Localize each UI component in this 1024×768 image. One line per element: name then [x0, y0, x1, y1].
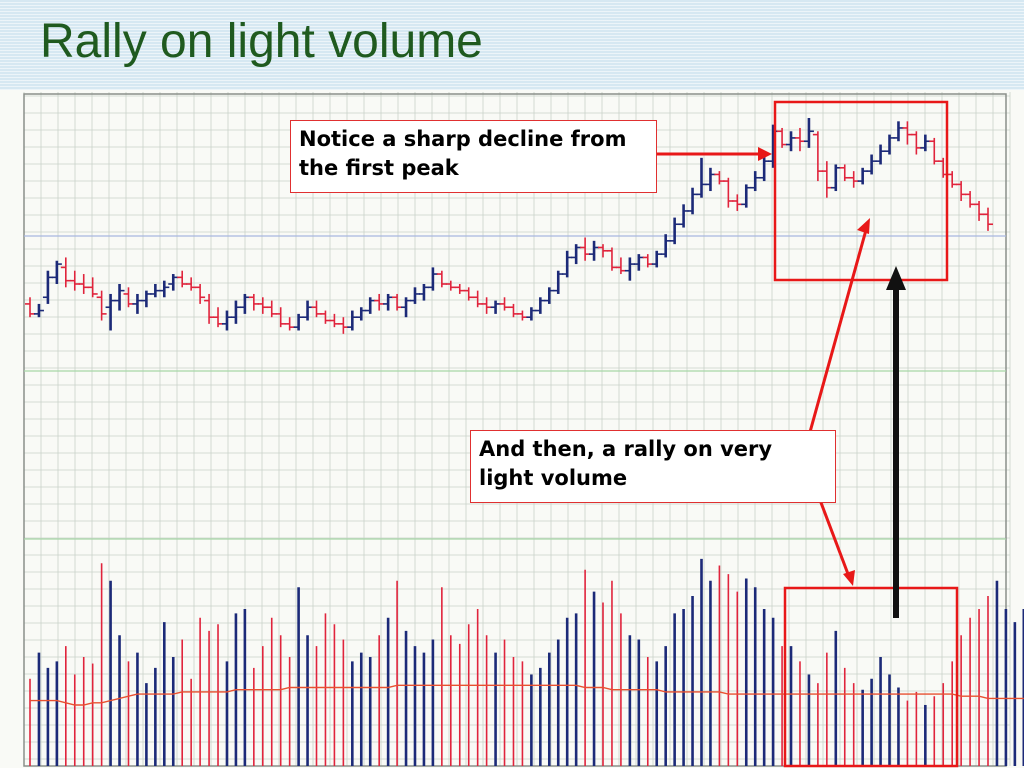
price-bar — [114, 284, 125, 311]
volume-highlight-box — [783, 586, 959, 768]
rally-callout: And then, a rally on very light volume — [470, 430, 836, 503]
rally-pointer-arrow-down — [818, 499, 850, 575]
price-bar — [983, 207, 993, 231]
price-volume-chart — [0, 90, 1024, 768]
peak-highlight-box — [773, 100, 949, 282]
slide-title: Rally on light volume — [40, 15, 483, 68]
rally-pointer-arrowhead-up — [857, 218, 870, 234]
price-bars — [25, 118, 993, 334]
price-bar — [803, 118, 814, 148]
chart-frame — [23, 93, 1007, 767]
annotation-layer — [657, 100, 959, 768]
decline-pointer-arrowhead — [758, 147, 772, 161]
decline-callout: Notice a sharp decline from the first pe… — [290, 120, 657, 193]
title-bar: Rally on light volume — [0, 0, 1024, 90]
volume-bars — [29, 558, 1024, 766]
price-bar — [33, 303, 44, 318]
price-bar — [51, 260, 62, 284]
volume-moving-average — [30, 684, 1024, 706]
rally-pointer-arrow-up — [808, 229, 868, 433]
price-bar — [159, 280, 170, 298]
price-bar — [87, 277, 98, 298]
chart-paper — [0, 90, 1024, 768]
price-bar — [96, 290, 107, 321]
price-bar — [195, 284, 206, 304]
volume-link-arrowhead — [886, 266, 906, 290]
rally-pointer-arrowhead-down — [843, 570, 855, 586]
